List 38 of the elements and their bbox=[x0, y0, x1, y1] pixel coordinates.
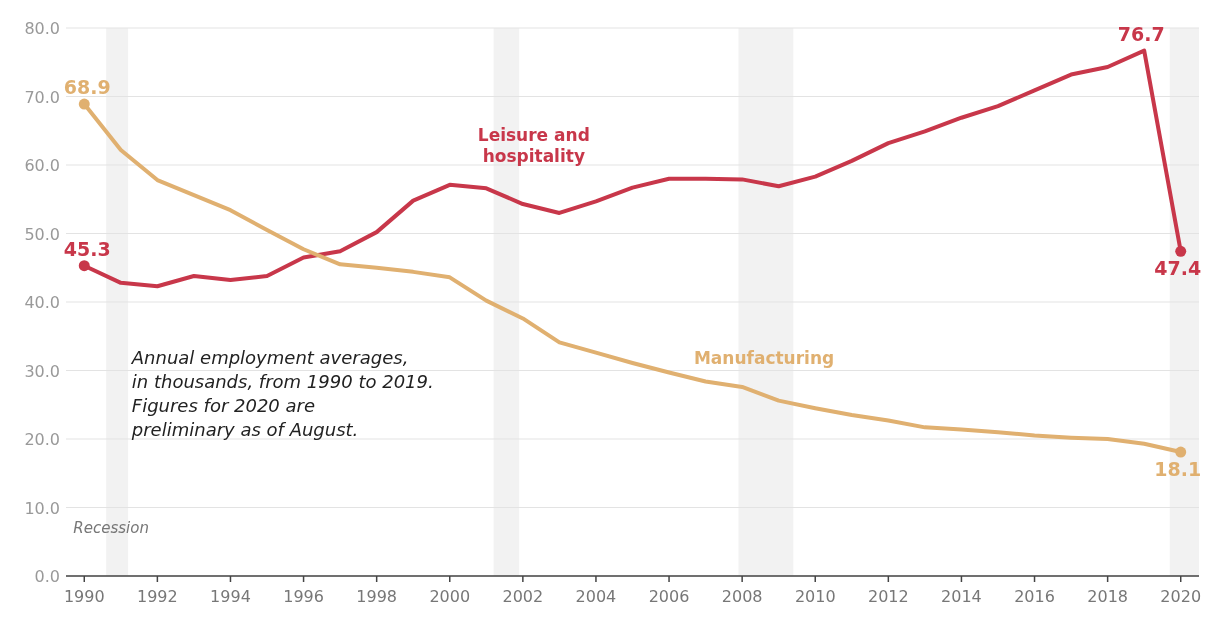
x-tick-label: 2006 bbox=[648, 587, 690, 606]
x-tick-label: 1998 bbox=[356, 587, 398, 606]
y-tick-label: 0.0 bbox=[34, 567, 60, 586]
x-tick-label: 2018 bbox=[1087, 587, 1128, 606]
x-tick-label: 2020 bbox=[1160, 587, 1202, 606]
series-label: Manufacturing bbox=[693, 347, 835, 368]
x-tick-label: 2016 bbox=[1014, 587, 1055, 606]
data-label: 18.1 bbox=[1154, 458, 1202, 481]
y-tick-label: 30.0 bbox=[24, 361, 60, 381]
x-tick-label: 2004 bbox=[575, 587, 617, 606]
y-tick-label: 50.0 bbox=[24, 224, 60, 244]
x-tick-label: 1992 bbox=[137, 587, 178, 606]
x-tick-label: 1996 bbox=[283, 587, 324, 606]
y-tick-label: 10.0 bbox=[24, 498, 60, 518]
annotation: Recession bbox=[73, 518, 149, 537]
point bbox=[78, 260, 90, 272]
data-label: 47.4 bbox=[1154, 257, 1202, 280]
annotation: Annual employment averages, in thousands, from 1990 to 2019. Figures for 2020 are preliminary as of August. bbox=[130, 346, 434, 440]
point bbox=[1175, 446, 1187, 458]
x-tick-label: 2010 bbox=[794, 587, 836, 606]
x-tick-label: 1990 bbox=[63, 587, 105, 606]
y-tick-label: 60.0 bbox=[24, 156, 60, 175]
data-label: 45.3 bbox=[63, 237, 111, 260]
x-tick-label: 2002 bbox=[502, 587, 544, 606]
series-label: Leisure and hospitality bbox=[477, 125, 590, 167]
data-label: 68.9 bbox=[63, 76, 111, 99]
x-tick-label: 2008 bbox=[721, 587, 763, 606]
x-tick-label: 2014 bbox=[941, 587, 982, 606]
data-label: 76.7 bbox=[1117, 22, 1165, 45]
y-tick-label: 80.0 bbox=[24, 19, 60, 38]
y-tick-label: 20.0 bbox=[24, 430, 60, 449]
x-tick-label: 1994 bbox=[210, 587, 251, 606]
y-tick-label: 40.0 bbox=[24, 293, 60, 312]
x-tick-label: 2012 bbox=[867, 587, 909, 606]
point bbox=[78, 98, 90, 110]
point bbox=[1175, 245, 1187, 257]
y-tick-label: 70.0 bbox=[24, 87, 60, 107]
x-tick-label: 2000 bbox=[429, 587, 471, 606]
